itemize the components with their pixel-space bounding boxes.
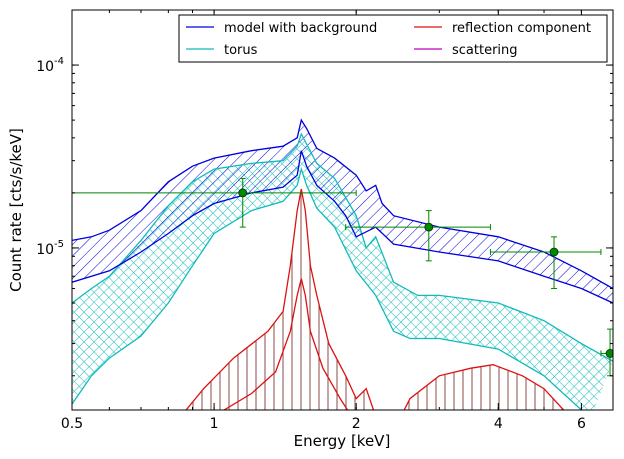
x-tick-label: 2	[352, 416, 361, 432]
y-tick-label: 10-5	[36, 239, 64, 258]
legend-entry: model with background	[186, 21, 377, 36]
data-point	[489, 236, 602, 290]
legend-entry: scattering	[414, 43, 518, 58]
legend-label: torus	[224, 43, 258, 58]
torus-lower-line	[72, 166, 583, 410]
model-lower-line	[72, 150, 613, 304]
legend-label: model with background	[224, 21, 377, 36]
legend-label: scattering	[452, 43, 518, 58]
torus-upper-line	[72, 132, 613, 362]
legend-box	[178, 14, 608, 63]
x-tick-label: 4	[494, 416, 503, 432]
axis-ticks: 0.5 1 2 4 6 10-5 10-4	[36, 9, 614, 432]
data-point	[600, 328, 613, 377]
data-marker	[605, 349, 613, 358]
data-marker	[424, 222, 434, 232]
data-point	[72, 177, 357, 228]
model-upper-line	[72, 118, 613, 290]
legend-label: reflection component	[452, 21, 591, 36]
x-tick-label: 0.5	[61, 416, 83, 432]
x-axis-label: Energy [keV]	[294, 432, 391, 450]
legend-entry: torus	[186, 43, 258, 58]
plot-frame	[71, 9, 614, 411]
x-tick-label: 6	[577, 416, 586, 432]
data-marker	[238, 188, 248, 198]
reflection-lower-line	[223, 278, 349, 410]
y-tick-label: 10-4	[36, 56, 64, 75]
legend: model with background torus reflection c…	[178, 14, 608, 63]
x-tick-label: 1	[210, 416, 219, 432]
reflection-band	[180, 189, 564, 410]
plot-area	[72, 118, 613, 410]
data-point	[345, 210, 491, 262]
data-marker	[549, 247, 559, 257]
legend-entry: reflection component	[414, 21, 591, 36]
reflection-upper-line	[185, 188, 565, 410]
y-axis-label: Count rate [cts/s/keV]	[7, 128, 25, 292]
